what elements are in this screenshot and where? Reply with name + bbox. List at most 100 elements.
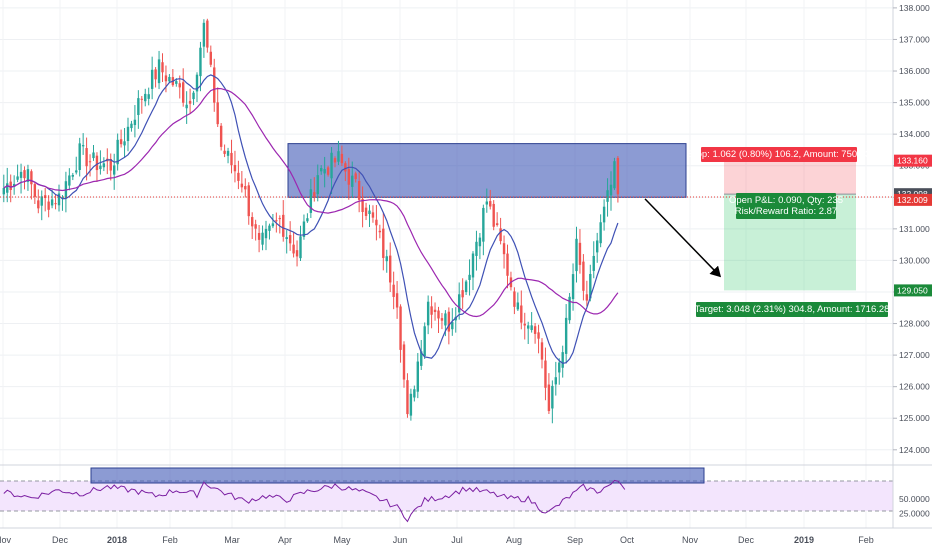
candle bbox=[168, 76, 171, 82]
candle bbox=[499, 228, 502, 242]
resistance-zone[interactable] bbox=[287, 143, 687, 198]
candle bbox=[113, 165, 116, 175]
candle bbox=[344, 163, 347, 172]
candle bbox=[599, 222, 602, 244]
candle bbox=[40, 196, 43, 206]
candle bbox=[116, 139, 119, 165]
time-tick-label: Feb bbox=[858, 535, 874, 545]
candlestick-series bbox=[2, 18, 620, 424]
candle bbox=[533, 326, 537, 334]
candle bbox=[447, 311, 451, 332]
price-badge bbox=[894, 284, 932, 297]
rsi-zone-rect[interactable] bbox=[90, 467, 705, 484]
candle bbox=[482, 207, 485, 242]
candle bbox=[54, 203, 57, 205]
candle bbox=[12, 183, 16, 187]
candle bbox=[109, 158, 112, 171]
candle bbox=[150, 69, 154, 89]
open-pl-label[interactable] bbox=[736, 193, 836, 219]
candle bbox=[578, 242, 582, 265]
sma-fast-line bbox=[3, 74, 619, 365]
candle bbox=[199, 47, 202, 77]
candle bbox=[278, 218, 281, 220]
candle bbox=[395, 293, 399, 308]
candle bbox=[95, 155, 99, 171]
candle bbox=[330, 152, 333, 179]
sma-slow-line bbox=[3, 87, 619, 318]
position-labels: Stop: 1.062 (0.80%) 106.2, Amount: 750.4… bbox=[688, 147, 889, 317]
candle bbox=[257, 233, 261, 240]
candle bbox=[564, 317, 568, 354]
candle bbox=[606, 190, 609, 202]
candle bbox=[430, 306, 433, 315]
candle bbox=[544, 360, 547, 388]
price-badge-label: 133.160 bbox=[897, 156, 928, 166]
candle bbox=[285, 237, 288, 240]
candle bbox=[213, 67, 216, 103]
candle bbox=[247, 185, 250, 217]
stop-zone[interactable] bbox=[724, 160, 856, 195]
rsi-tick-label: 50.0000 bbox=[899, 494, 930, 504]
price-tick-label: 134.000 bbox=[899, 129, 930, 139]
candle bbox=[444, 313, 447, 326]
candle bbox=[9, 181, 12, 190]
candle bbox=[368, 210, 371, 215]
candle bbox=[361, 198, 364, 212]
candle bbox=[420, 351, 423, 366]
target-label[interactable] bbox=[696, 302, 888, 317]
candle bbox=[582, 261, 585, 291]
candle bbox=[147, 94, 150, 99]
candle bbox=[516, 302, 520, 310]
candle bbox=[92, 152, 95, 159]
candle bbox=[527, 325, 530, 329]
price-badge-label: 129.050 bbox=[897, 285, 928, 295]
rsi-line bbox=[3, 479, 626, 523]
time-tick-label: Feb bbox=[162, 535, 178, 545]
candle bbox=[323, 169, 326, 174]
candle bbox=[333, 158, 337, 163]
candle bbox=[102, 163, 106, 168]
candle bbox=[351, 175, 354, 187]
candle bbox=[416, 361, 419, 392]
candle bbox=[354, 173, 357, 180]
price-tick-label: 128.000 bbox=[899, 319, 930, 329]
candle bbox=[316, 175, 319, 195]
candle bbox=[292, 244, 295, 254]
candle bbox=[251, 217, 254, 227]
candle bbox=[506, 253, 509, 276]
candle bbox=[19, 171, 23, 178]
grid-lines bbox=[0, 0, 893, 528]
candle bbox=[33, 184, 37, 197]
candle bbox=[99, 165, 102, 170]
rsi-tick-label: 25.0000 bbox=[899, 508, 930, 518]
stop-label[interactable] bbox=[701, 147, 857, 162]
candle bbox=[206, 20, 209, 48]
candle bbox=[50, 199, 54, 206]
candle bbox=[440, 318, 444, 321]
candle bbox=[326, 167, 330, 175]
candle bbox=[254, 224, 257, 229]
candle bbox=[157, 59, 161, 84]
price-tick-label: 131.000 bbox=[899, 224, 930, 234]
candle bbox=[530, 325, 533, 331]
candle bbox=[475, 241, 478, 256]
time-tick-label: Mar bbox=[224, 535, 240, 545]
short-position-tool[interactable] bbox=[724, 160, 856, 291]
candle bbox=[337, 151, 340, 162]
resistance-zone-rect[interactable] bbox=[287, 143, 687, 198]
candle bbox=[161, 62, 164, 73]
candle bbox=[216, 102, 219, 125]
time-tick-label: Dec bbox=[738, 535, 755, 545]
price-tick-label: 138.000 bbox=[899, 3, 930, 13]
rsi-pane bbox=[0, 464, 932, 523]
candle bbox=[16, 176, 19, 180]
candle bbox=[585, 294, 589, 301]
candle bbox=[492, 203, 495, 227]
candle bbox=[613, 161, 616, 189]
time-tick-label: 2019 bbox=[794, 535, 814, 545]
candle bbox=[264, 228, 268, 239]
candle bbox=[478, 237, 482, 247]
candle bbox=[371, 212, 375, 218]
time-tick-label: Aug bbox=[506, 535, 522, 545]
